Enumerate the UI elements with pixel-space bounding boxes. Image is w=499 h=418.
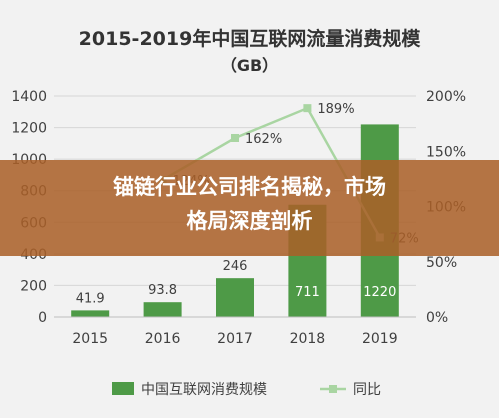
overlay-text: 锚链行业公司排名揭秘，市场 格局深度剖析 xyxy=(0,170,499,238)
y-left-tick-label: 0 xyxy=(38,310,47,326)
y-right-tick-label: 0% xyxy=(426,310,448,326)
bar xyxy=(71,310,110,317)
legend-label-bar: 中国互联网消费规模 xyxy=(141,382,267,398)
overlay-line-2: 格局深度剖析 xyxy=(186,209,313,233)
growth-point xyxy=(231,133,239,142)
chart-title: 2015-2019年中国互联网流量消费规模 xyxy=(78,28,421,50)
legend-swatch-bar xyxy=(112,382,134,395)
bar-value-label: 41.9 xyxy=(76,291,105,306)
y-left-tick-label: 1400 xyxy=(11,89,47,105)
legend: 中国互联网消费规模 同比 xyxy=(112,382,381,398)
legend-label-line: 同比 xyxy=(353,382,381,398)
y-right-tick-label: 200% xyxy=(426,89,466,105)
x-tick-label: 2017 xyxy=(217,331,253,347)
bar-value-label: 93.8 xyxy=(148,283,177,298)
legend-swatch-marker xyxy=(329,385,337,393)
growth-value-label: 162% xyxy=(245,132,282,147)
x-tick-label: 2016 xyxy=(145,331,181,347)
overlay-banner xyxy=(0,160,499,256)
bar xyxy=(216,278,254,317)
growth-point xyxy=(303,104,312,113)
y-right-tick-label: 50% xyxy=(426,255,457,271)
y-left-tick-label: 1200 xyxy=(11,121,47,137)
bar xyxy=(143,302,182,317)
chart-subtitle: （GB） xyxy=(220,56,279,75)
x-tick-label: 2015 xyxy=(72,331,108,347)
y-right-tick-label: 150% xyxy=(426,144,466,160)
x-tick-label: 2019 xyxy=(362,331,398,347)
bar-value-label: 1220 xyxy=(363,285,396,300)
y-left-tick-label: 200 xyxy=(20,278,47,294)
bar-value-label: 246 xyxy=(223,259,248,274)
bar-value-label: 711 xyxy=(295,285,320,300)
overlay-line-1: 锚链行业公司排名揭秘，市场 xyxy=(113,175,386,199)
growth-value-label: 189% xyxy=(317,102,354,117)
x-tick-label: 2018 xyxy=(290,331,326,347)
